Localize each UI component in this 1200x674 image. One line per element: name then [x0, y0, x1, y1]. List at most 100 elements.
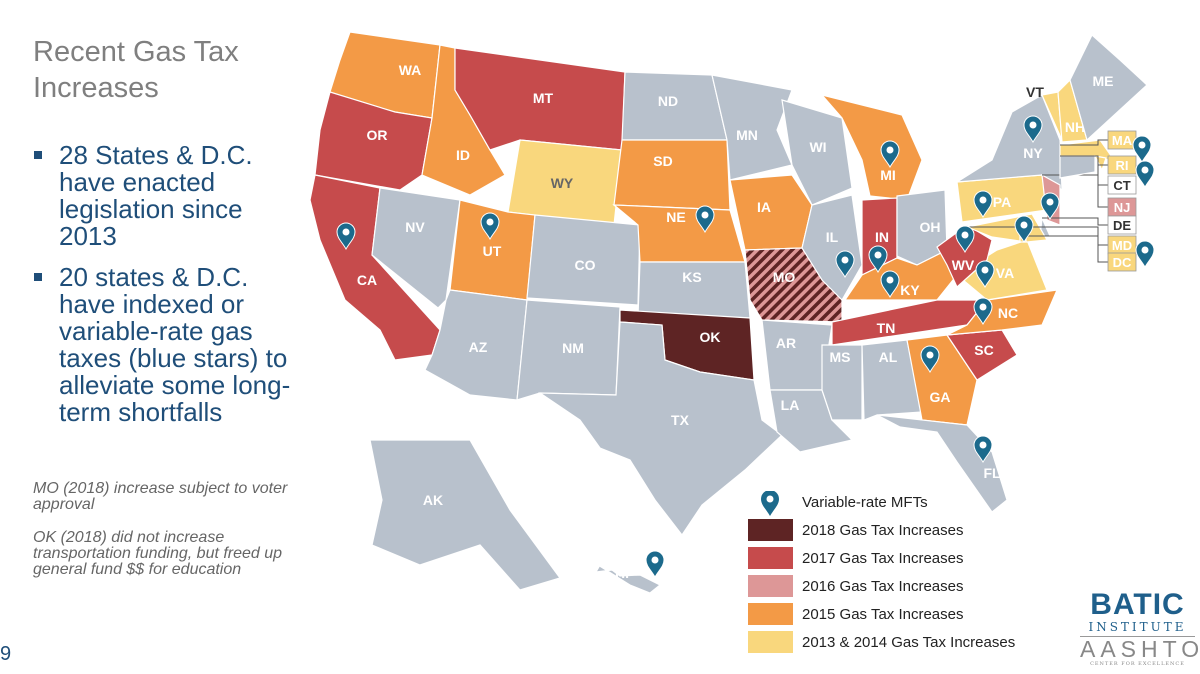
state-label: WV: [952, 257, 975, 273]
state-va: [955, 239, 1048, 301]
state-label: MS: [830, 349, 851, 365]
logo-text: BATIC: [1090, 588, 1185, 621]
callout-label: NJ: [1114, 200, 1131, 215]
map-pin-icon: [835, 250, 855, 279]
note-ok: OK (2018) did not increase transportatio…: [33, 529, 283, 578]
map-pin-icon: [748, 490, 793, 516]
state-ia: [729, 174, 813, 251]
state-label: MT: [533, 90, 554, 106]
legend-label: 2017 Gas Tax Increases: [802, 549, 964, 567]
logo-text: AASHTO: [1080, 636, 1200, 662]
state-ky: [843, 249, 958, 301]
state-label: IA: [757, 199, 771, 215]
state-label: LA: [781, 397, 800, 413]
state-label: NC: [998, 305, 1018, 321]
legend-item: Variable-rate MFTs: [748, 488, 1015, 516]
state-ak: [369, 439, 561, 591]
state-label: GA: [930, 389, 951, 405]
slide-title: Recent Gas Tax Increases: [33, 36, 239, 104]
map-pin-icon: [1014, 215, 1034, 244]
map-pin-icon: [1023, 115, 1043, 144]
state-tx: [537, 321, 783, 537]
legend-label: 2016 Gas Tax Increases: [802, 577, 964, 595]
state-label: NE: [666, 209, 685, 225]
callout-label: MD: [1112, 238, 1132, 253]
state-label: WI: [809, 139, 826, 155]
state-label: NM: [562, 340, 584, 356]
state-ri: [1093, 155, 1107, 172]
state-nv: [371, 187, 461, 309]
logo-text: CENTER FOR EXCELLENCE: [1090, 661, 1185, 667]
legend-swatch: [748, 603, 793, 625]
state-label: KS: [682, 269, 701, 285]
state-label: PA: [993, 194, 1011, 210]
state-ny: [956, 94, 1063, 192]
logo-text: INSTITUTE: [1088, 620, 1187, 634]
legend-label: 2013 & 2014 Gas Tax Increases: [802, 633, 1016, 651]
state-label: ME: [1093, 73, 1114, 89]
legend-swatch: [748, 631, 793, 653]
state-label: NV: [405, 219, 425, 235]
legend-item: 2016 Gas Tax Increases: [748, 572, 1015, 600]
legend-label: 2015 Gas Tax Increases: [802, 605, 964, 623]
legend-swatch: [748, 547, 793, 569]
legend-label: Variable-rate MFTs: [802, 493, 928, 511]
state-label: AZ: [469, 339, 488, 355]
state-label: OR: [367, 127, 388, 143]
state-label: IL: [826, 229, 839, 245]
map-pin-icon: [480, 212, 500, 241]
map-pin-icon: [1040, 192, 1060, 221]
map-pin-icon: [880, 270, 900, 299]
batic-aashto-logo: BATIC INSTITUTE AASHTO CENTER FOR EXCELL…: [1080, 588, 1200, 667]
state-fl: [876, 414, 1008, 513]
state-wi: [781, 99, 853, 206]
bullet-item: 20 states & D.C. have indexed or variabl…: [32, 264, 302, 426]
callout-label: MA: [1112, 133, 1133, 148]
state-label: MI: [880, 167, 896, 183]
state-label: TX: [671, 412, 690, 428]
state-label: VA: [996, 265, 1014, 281]
state-label: ID: [456, 147, 470, 163]
state-al: [861, 339, 923, 421]
state-label: TN: [877, 320, 896, 336]
legend-swatch: [748, 519, 793, 541]
map-pin-icon: [973, 435, 993, 464]
map-pin-icon: [1135, 160, 1155, 189]
state-ms: [821, 344, 863, 421]
state-label: AR: [776, 335, 796, 351]
state-label: NY: [1023, 145, 1043, 161]
state-label: OH: [920, 219, 941, 235]
map-pin-icon: [880, 140, 900, 169]
legend-item: 2017 Gas Tax Increases: [748, 544, 1015, 572]
state-label: CO: [575, 257, 596, 273]
map-pin-icon: [975, 260, 995, 289]
page-number: 9: [0, 643, 12, 665]
bullet-square-icon: [34, 151, 42, 159]
state-hi: [589, 559, 662, 594]
state-label: AK: [423, 492, 443, 508]
map-pin-icon: [695, 205, 715, 234]
legend-swatch: [748, 575, 793, 597]
state-label: MO: [773, 269, 796, 285]
map-pin-icon: [868, 245, 888, 274]
bullet-text: 20 states & D.C. have indexed or variabl…: [59, 262, 291, 427]
state-label: WY: [551, 175, 574, 191]
state-label: ND: [658, 93, 678, 109]
state-or: [314, 91, 433, 191]
note-mo: MO (2018) increase subject to voter appr…: [33, 480, 288, 513]
state-wv: [936, 224, 993, 288]
state-label: VT: [1026, 84, 1044, 100]
map-pin-icon: [955, 225, 975, 254]
map-pin-icon: [1132, 135, 1152, 164]
bullet-text: 28 States & D.C. have enacted legislatio…: [59, 140, 253, 251]
callout-label: DE: [1113, 218, 1131, 233]
state-label: IN: [875, 229, 889, 245]
state-label: HI: [615, 565, 629, 581]
state-label: CA: [357, 272, 377, 288]
state-label: UT: [483, 243, 502, 259]
map-pin-icon: [645, 550, 665, 579]
legend-item: 2013 & 2014 Gas Tax Increases: [748, 628, 1015, 656]
legend-item: 2015 Gas Tax Increases: [748, 600, 1015, 628]
callout-label: DC: [1113, 255, 1132, 270]
